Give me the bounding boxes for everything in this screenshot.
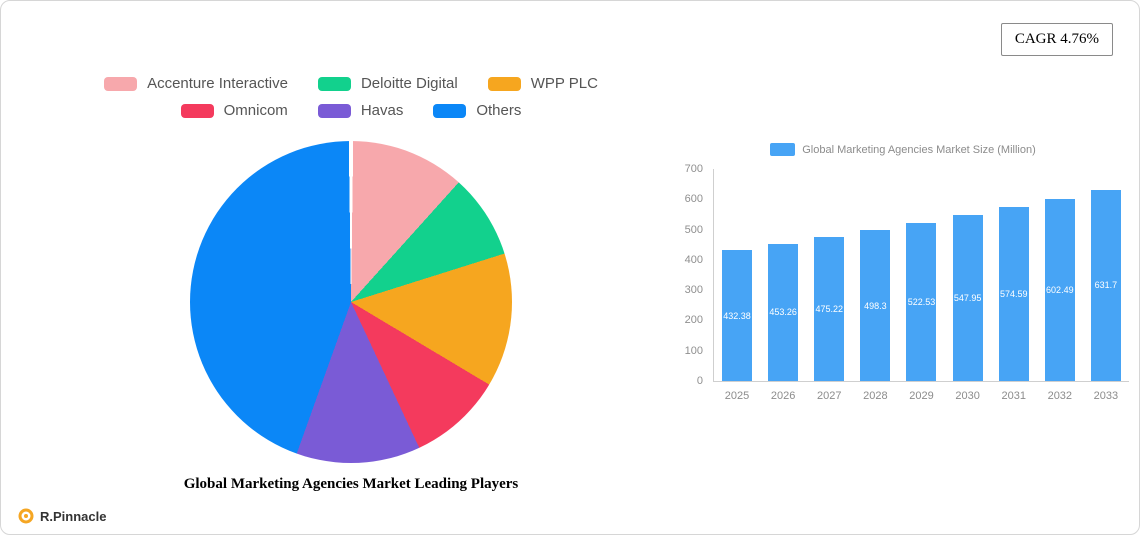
brand-icon bbox=[18, 508, 34, 524]
x-axis-tick-label: 2025 bbox=[724, 390, 750, 402]
bar[interactable]: 522.53 bbox=[906, 222, 937, 381]
y-axis-tick-label: 100 bbox=[684, 344, 703, 357]
bar[interactable]: 602.49 bbox=[1044, 198, 1075, 381]
bar-slot: 631.7 2033 bbox=[1083, 169, 1129, 402]
legend-label: Accenture Interactive bbox=[147, 75, 288, 92]
bar-value-label: 475.22 bbox=[815, 304, 844, 315]
y-axis-tick-label: 300 bbox=[684, 284, 703, 297]
bar-value-label: 574.59 bbox=[999, 288, 1028, 299]
bar-value-label: 602.49 bbox=[1046, 284, 1074, 295]
bar-value-label: 522.53 bbox=[907, 296, 936, 307]
bar-slot: 602.49 2032 bbox=[1037, 169, 1083, 402]
bar[interactable]: 453.26 bbox=[768, 243, 799, 381]
bar[interactable]: 498.3 bbox=[860, 230, 891, 381]
brand-logo: R.Pinnacle bbox=[17, 507, 106, 525]
legend-swatch bbox=[317, 103, 351, 118]
x-axis-tick-label: 2031 bbox=[1001, 390, 1026, 402]
bar-slot: 498.3 2028 bbox=[852, 169, 898, 402]
legend-swatch bbox=[433, 103, 467, 118]
cagr-badge: CAGR 4.76% bbox=[1000, 23, 1113, 56]
bar-legend[interactable]: Global Marketing Agencies Market Size (M… bbox=[677, 143, 1129, 156]
bar-value-label: 453.26 bbox=[769, 307, 797, 318]
bar[interactable]: 547.95 bbox=[952, 215, 983, 381]
bar-legend-label: Global Marketing Agencies Market Size (M… bbox=[802, 143, 1036, 156]
bar-legend-swatch bbox=[770, 143, 796, 156]
bar-plot: 432.38 2025 453.26 2026 475.22 2027 498.3 2028 5… bbox=[713, 169, 1129, 402]
pie-legend: Accenture Interactive Deloitte Digital WPP… bbox=[104, 75, 598, 129]
bar[interactable]: 631.7 bbox=[1090, 189, 1121, 381]
bar[interactable]: 574.59 bbox=[998, 206, 1029, 381]
y-axis-tick-label: 700 bbox=[684, 163, 703, 175]
legend-item[interactable]: Havas bbox=[317, 102, 404, 119]
bar-slot: 453.26 2026 bbox=[760, 169, 806, 402]
bar-value-label: 432.38 bbox=[723, 310, 751, 321]
legend-swatch bbox=[180, 103, 214, 118]
bar-slot: 522.53 2029 bbox=[898, 169, 944, 402]
pie-legend-row-1: Accenture Interactive Deloitte Digital WPP… bbox=[104, 75, 598, 92]
bar-slot: 475.22 2027 bbox=[806, 169, 852, 402]
y-axis-tick-label: 600 bbox=[684, 193, 703, 206]
bar-value-label: 547.95 bbox=[953, 293, 982, 304]
bar-y-axis: 700 600 500 400 300 200 100 0 bbox=[677, 163, 713, 387]
legend-label: Havas bbox=[360, 102, 404, 119]
bar[interactable]: 475.22 bbox=[814, 237, 845, 381]
pie-chart-section: Accenture Interactive Deloitte Digital WPP… bbox=[41, 75, 661, 493]
legend-item[interactable]: Omnicom bbox=[180, 102, 288, 119]
bar-chart-section: Global Marketing Agencies Market Size (M… bbox=[677, 143, 1129, 402]
y-axis-tick-label: 0 bbox=[696, 375, 703, 387]
bar-slot: 432.38 2025 bbox=[714, 169, 760, 402]
bar-chart: 700 600 500 400 300 200 100 0 432.38 2025 453.26 2… bbox=[677, 163, 1129, 402]
x-axis-tick-label: 2027 bbox=[817, 390, 842, 402]
pie-legend-row-2: Omnicom Havas Others bbox=[104, 102, 598, 119]
legend-item[interactable]: Others bbox=[433, 102, 521, 119]
x-axis-tick-label: 2033 bbox=[1093, 390, 1119, 402]
bar[interactable]: 432.38 bbox=[722, 250, 753, 381]
legend-label: Omnicom bbox=[223, 102, 288, 119]
pie-chart-title: Global Marketing Agencies Market Leading… bbox=[183, 476, 519, 492]
legend-item[interactable]: Accenture Interactive bbox=[104, 75, 288, 92]
legend-swatch bbox=[104, 76, 138, 91]
x-axis-tick-label: 2028 bbox=[863, 390, 888, 402]
legend-label: Deloitte Digital bbox=[360, 75, 458, 92]
legend-label: WPP PLC bbox=[530, 75, 598, 92]
legend-item[interactable]: WPP PLC bbox=[487, 75, 598, 92]
bar-value-label: 498.3 bbox=[864, 300, 887, 311]
cagr-label: CAGR 4.76% bbox=[1014, 31, 1099, 47]
bar-slot: 574.59 2031 bbox=[991, 169, 1037, 402]
bar-slot: 547.95 2030 bbox=[945, 169, 991, 402]
x-axis-tick-label: 2026 bbox=[770, 390, 796, 402]
legend-swatch bbox=[487, 76, 521, 91]
legend-label: Others bbox=[476, 102, 522, 119]
legend-swatch bbox=[317, 76, 351, 91]
y-axis-tick-label: 200 bbox=[684, 314, 703, 327]
x-axis-tick-label: 2029 bbox=[909, 390, 934, 402]
pie-chart[interactable] bbox=[190, 141, 512, 463]
y-axis-tick-label: 400 bbox=[684, 253, 703, 266]
brand-name: R.Pinnacle bbox=[40, 508, 107, 524]
y-axis-tick-label: 500 bbox=[684, 223, 703, 236]
legend-item[interactable]: Deloitte Digital bbox=[317, 75, 458, 92]
bar-value-label: 631.7 bbox=[1094, 280, 1118, 291]
x-axis-tick-label: 2030 bbox=[955, 390, 980, 402]
x-axis-tick-label: 2032 bbox=[1047, 390, 1073, 402]
